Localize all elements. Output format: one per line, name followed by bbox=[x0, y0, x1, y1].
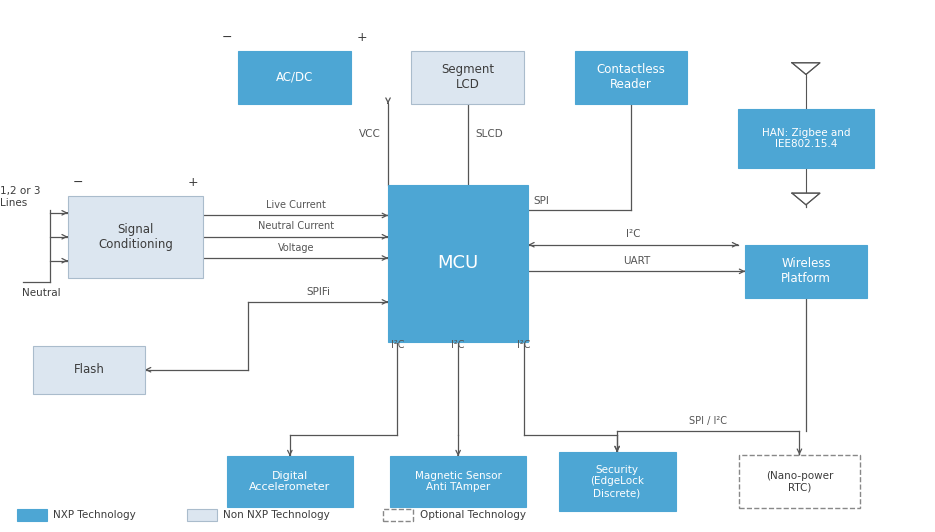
Text: MCU: MCU bbox=[438, 254, 479, 272]
Text: Security
(EdgeLock
Discrete): Security (EdgeLock Discrete) bbox=[590, 465, 644, 498]
Text: SPI / I²C: SPI / I²C bbox=[689, 415, 727, 426]
Bar bbox=[391, 456, 525, 506]
Text: I²C: I²C bbox=[626, 229, 640, 239]
Text: Flash: Flash bbox=[73, 363, 105, 376]
Text: VCC: VCC bbox=[359, 129, 381, 139]
Text: Live Current: Live Current bbox=[266, 200, 325, 210]
Text: −: − bbox=[73, 176, 83, 189]
Bar bbox=[33, 346, 145, 394]
Bar bbox=[238, 51, 351, 104]
Bar bbox=[559, 452, 675, 511]
Text: Segment
LCD: Segment LCD bbox=[441, 63, 494, 91]
Bar bbox=[17, 509, 47, 521]
Text: 1,2 or 3
Lines: 1,2 or 3 Lines bbox=[0, 186, 40, 208]
Text: Magnetic Sensor
Anti TAmper: Magnetic Sensor Anti TAmper bbox=[415, 471, 501, 492]
Text: Optional Technology: Optional Technology bbox=[420, 510, 525, 520]
Bar bbox=[575, 51, 687, 104]
Text: Voltage: Voltage bbox=[278, 243, 314, 253]
Text: (Nano-power
RTC): (Nano-power RTC) bbox=[766, 471, 833, 492]
Bar bbox=[745, 245, 867, 298]
Bar bbox=[388, 185, 528, 342]
Text: Wireless
Platform: Wireless Platform bbox=[781, 257, 831, 285]
Text: +: + bbox=[188, 176, 198, 189]
Text: −: − bbox=[222, 31, 233, 44]
Text: AC/DC: AC/DC bbox=[276, 71, 313, 84]
Text: +: + bbox=[356, 31, 367, 44]
Text: HAN: Zigbee and
IEE802.15.4: HAN: Zigbee and IEE802.15.4 bbox=[762, 128, 850, 149]
Polygon shape bbox=[792, 63, 820, 74]
Text: Non NXP Technology: Non NXP Technology bbox=[223, 510, 330, 520]
Text: I²C: I²C bbox=[517, 340, 530, 350]
Text: SLCD: SLCD bbox=[475, 129, 503, 139]
Text: Neutral: Neutral bbox=[22, 288, 60, 298]
Bar bbox=[739, 109, 874, 168]
Bar bbox=[226, 456, 353, 506]
Text: SPIFi: SPIFi bbox=[306, 287, 330, 297]
Bar bbox=[383, 509, 413, 521]
Text: NXP Technology: NXP Technology bbox=[53, 510, 137, 520]
Text: Contactless
Reader: Contactless Reader bbox=[597, 63, 666, 91]
Text: Neutral Current: Neutral Current bbox=[258, 221, 334, 231]
Bar bbox=[411, 51, 524, 104]
Text: I²C: I²C bbox=[391, 340, 404, 350]
Text: I²C: I²C bbox=[452, 340, 465, 350]
Text: SPI: SPI bbox=[533, 196, 549, 206]
Text: Digital
Accelerometer: Digital Accelerometer bbox=[250, 471, 330, 492]
Bar bbox=[739, 455, 860, 508]
Text: Signal
Conditioning: Signal Conditioning bbox=[98, 223, 173, 251]
Text: UART: UART bbox=[623, 256, 651, 266]
Polygon shape bbox=[792, 193, 820, 205]
Bar bbox=[187, 509, 217, 521]
Bar bbox=[67, 196, 203, 278]
